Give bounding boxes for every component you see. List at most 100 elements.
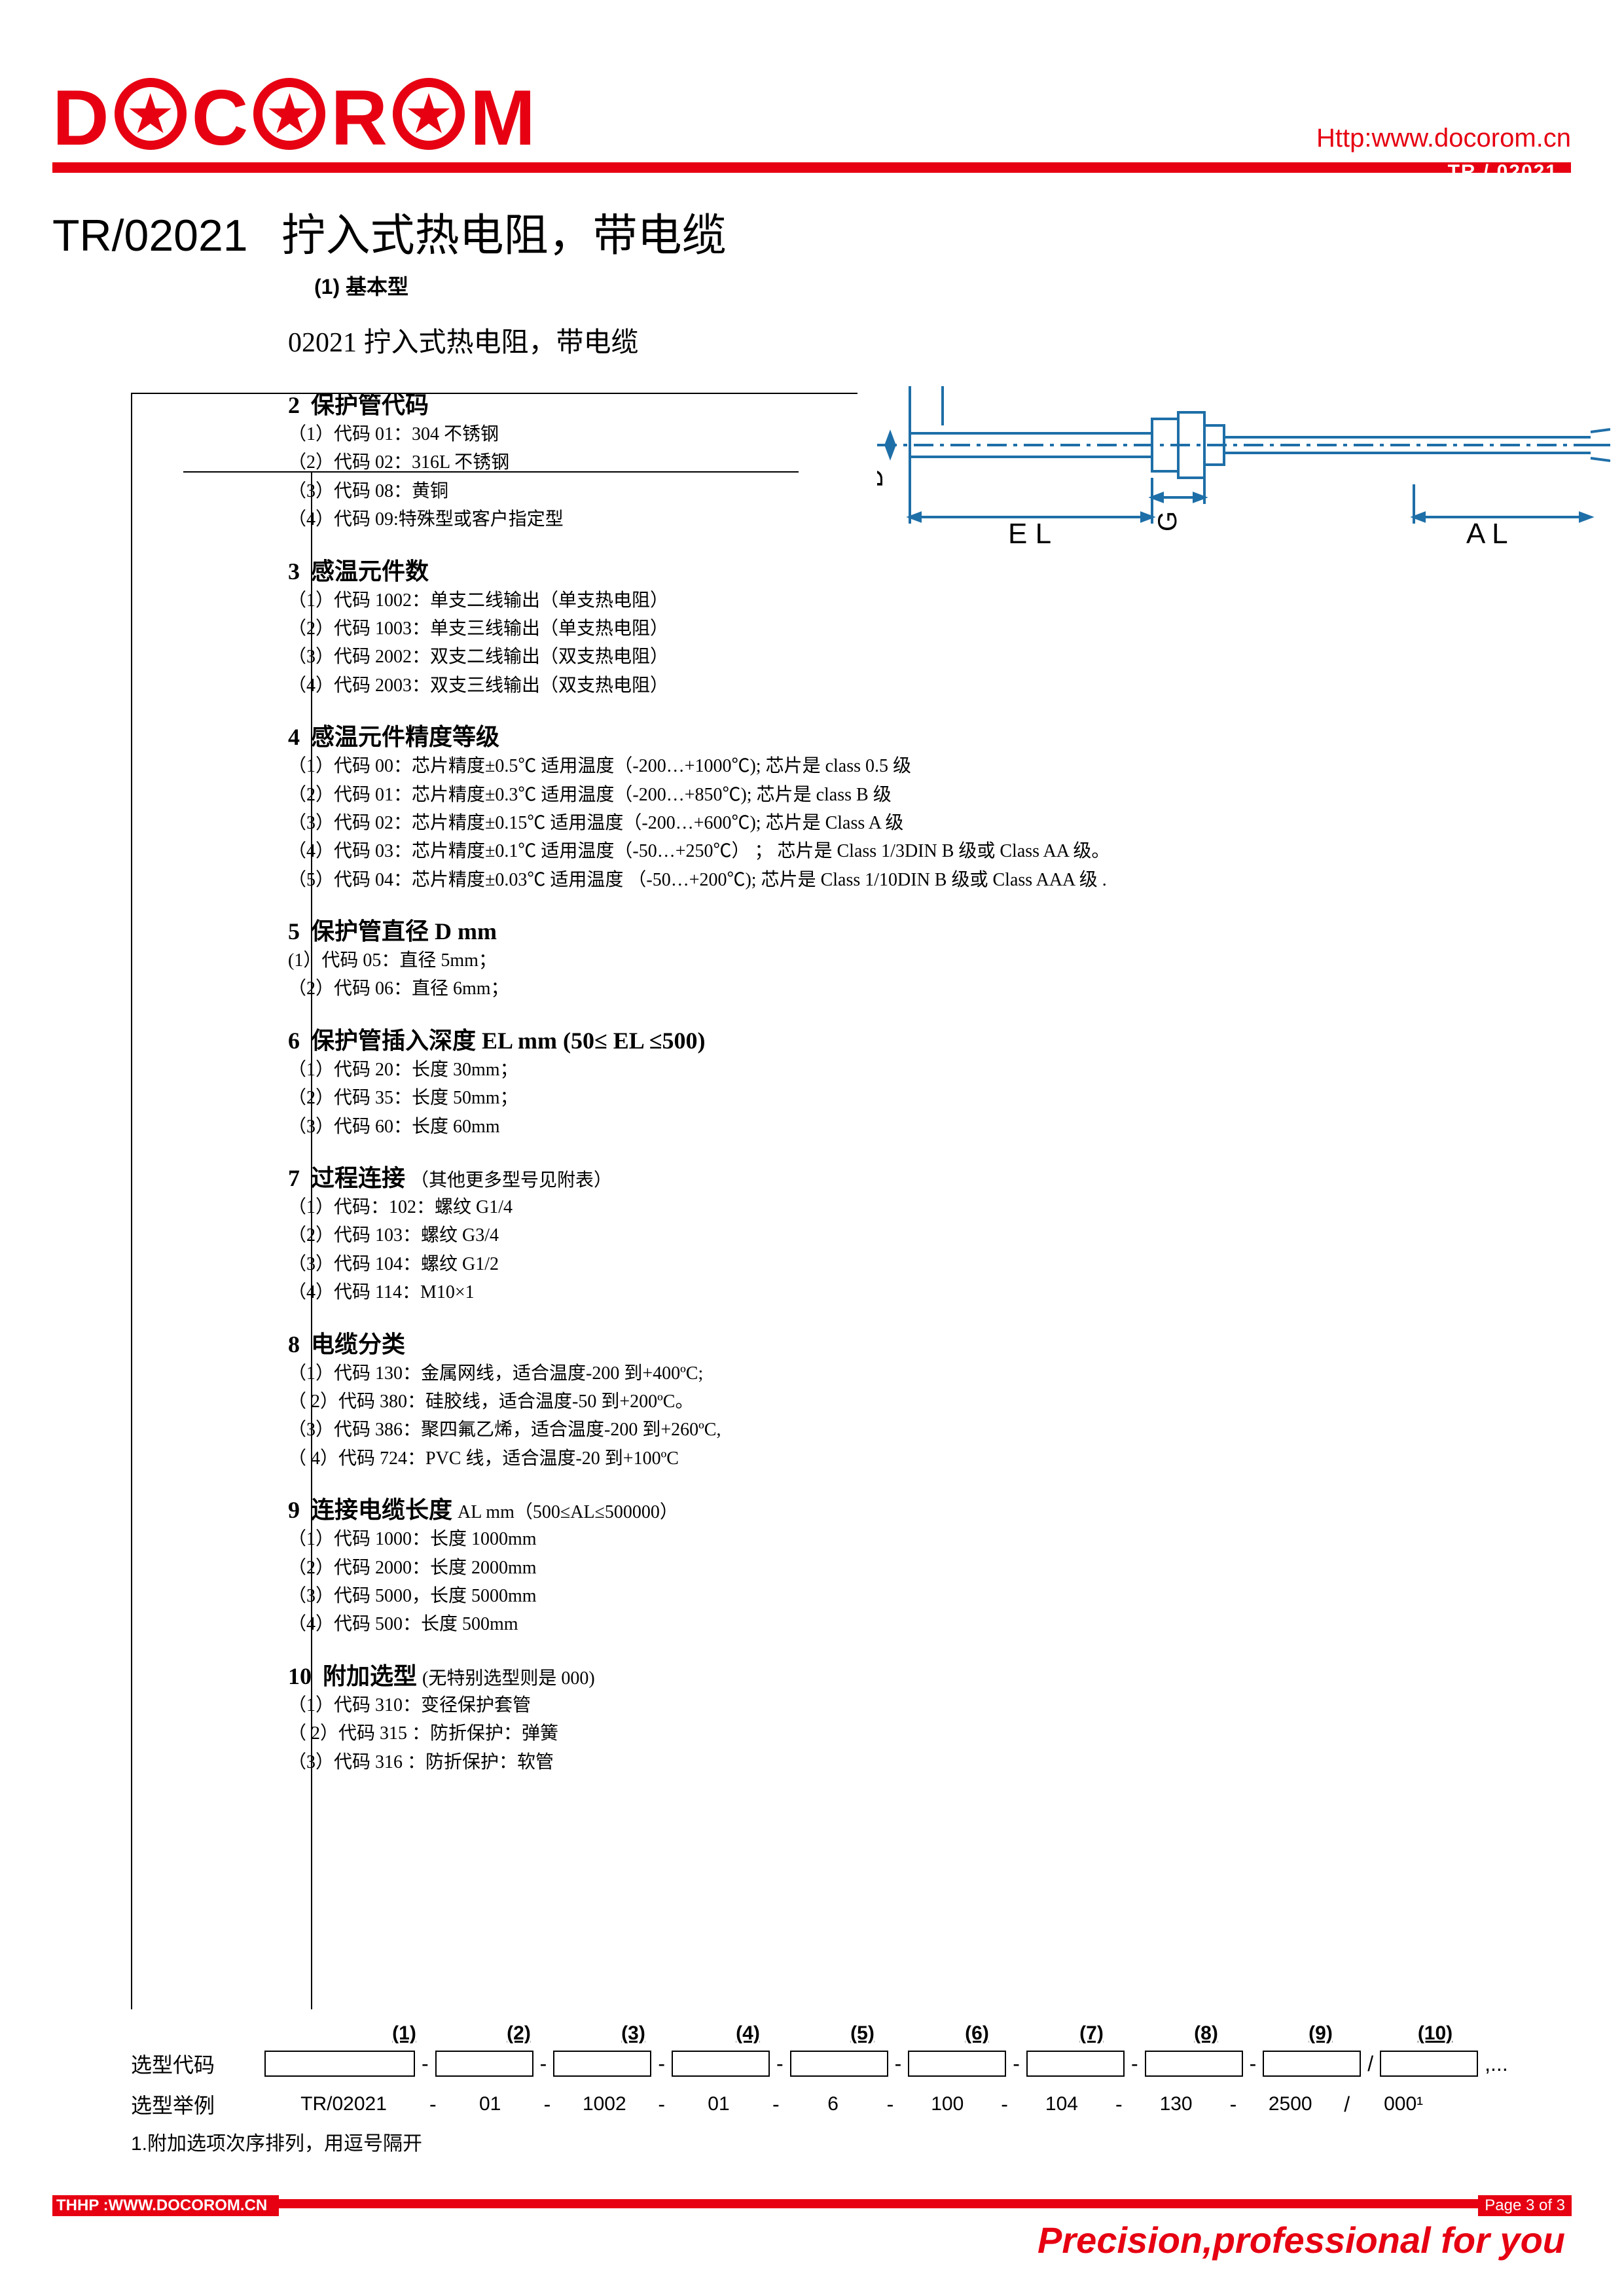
footer-url: THHP :WWW.DOCOROM.CN [52, 2195, 279, 2216]
dim-g-label: G [1153, 511, 1182, 531]
spec-item: （2）代码 01：芯片精度±0.3℃ 适用温度（-200…+850℃); 芯片是… [288, 781, 1499, 809]
logo-letter: R [331, 79, 388, 157]
brand-url[interactable]: Http:www.docorom.cn [1316, 124, 1571, 153]
selection-example-value: 2500 [1240, 2093, 1340, 2115]
separator: - [422, 2052, 429, 2076]
dim-d-label: D [877, 469, 888, 488]
selection-code-box[interactable] [435, 2051, 533, 2077]
separator: - [1001, 2092, 1008, 2117]
selection-column-header: (5) [805, 2022, 920, 2045]
selection-code-box[interactable] [1026, 2051, 1125, 2077]
spec-item: （2）代码 35：长度 50mm； [288, 1084, 956, 1112]
separator: - [658, 2052, 665, 2076]
separator: - [895, 2052, 902, 2076]
tree-line [131, 393, 857, 394]
selection-column-header: (3) [576, 2022, 691, 2045]
spec-item: （1）代码：102：螺纹 G1/4 [288, 1193, 694, 1221]
section-heading: 8 电缆分类 [288, 1325, 956, 1359]
separator: - [429, 2092, 437, 2117]
spec-item: （ 4）代码 724：PVC 线，适合温度-20 到+100ºC [288, 1444, 956, 1473]
separator: - [1013, 2052, 1020, 2076]
spec-item: （ 2）代码 380：硅胶线，适合温度-50 到+200ºC。 [288, 1388, 956, 1416]
spec-item: （1）代码 20：长度 30mm； [288, 1056, 956, 1084]
selection-column-header: (8) [1149, 2022, 1263, 2045]
spec-item: （5）代码 04：芯片精度±0.03℃ 适用温度 （-50…+200℃); 芯片… [288, 866, 1499, 894]
section-6: 6 保护管插入深度 EL mm (50≤ EL ≤500)（1）代码 20：长度… [288, 1022, 956, 1141]
header-rule: TR / 02021 [52, 162, 1571, 173]
separator: - [1131, 2052, 1138, 2076]
section-heading: 10 附加选型(无特别选型则是 000) [288, 1657, 956, 1691]
selection-example-value: 100 [897, 2093, 997, 2115]
main-content: 02021 拧入式热电阻，带电缆 2 保护管代码（1）代码 01：304 不锈钢… [288, 320, 956, 1776]
spec-item: （4）代码 114：M10×1 [288, 1278, 694, 1306]
spec-item: (1）代码 05：直径 5mm； [288, 946, 956, 975]
selection-example-value: 01 [669, 2093, 768, 2115]
brand-logo: D C R M [52, 79, 535, 157]
spec-item: （ 2）代码 315 ：防折保护：弹簧 [288, 1719, 956, 1748]
selection-example-value: TR/02021 [262, 2093, 425, 2115]
separator: - [1250, 2052, 1257, 2076]
spec-item: （3）代码 5000，长度 5000mm [288, 1582, 694, 1610]
spec-item: （2）代码 2000：长度 2000mm [288, 1554, 694, 1582]
footer-rule [52, 2199, 1571, 2208]
spec-item: （3）代码 08：黄铜 [288, 477, 956, 505]
spec-item: （2）代码 1003：单支三线输出（单支热电阻） [288, 615, 956, 643]
product-diagram: D E L G A L [877, 386, 1610, 550]
selection-code-box[interactable] [672, 2051, 770, 2077]
section-8: 8 电缆分类（1）代码 130：金属网线，适合温度-200 到+400ºC;（ … [288, 1325, 956, 1473]
spec-item: （1）代码 1000：长度 1000mm [288, 1525, 694, 1553]
spec-item: （3）代码 2002：双支二线输出（双支热电阻） [288, 643, 956, 671]
separator: - [658, 2092, 665, 2117]
spec-item: （2）代码 103：螺纹 G3/4 [288, 1221, 694, 1249]
footer-page-number: Page 3 of 3 [1478, 2195, 1572, 2216]
section-heading: 2 保护管代码 [288, 386, 956, 420]
spec-item: （3）代码 02：芯片精度±0.15℃ 适用温度（-200…+600℃); 芯片… [288, 809, 1499, 837]
selection-code-box[interactable] [1263, 2051, 1361, 2077]
spec-item: （1）代码 1002：单支二线输出（单支热电阻） [288, 586, 956, 615]
selection-column-header: (9) [1263, 2022, 1378, 2045]
spec-item: （2）代码 02：316L 不锈钢 [288, 448, 956, 476]
spec-item: （4）代码 500：长度 500mm [288, 1610, 694, 1638]
section-9: 9 连接电缆长度AL mm（500≤AL≤500000）（1）代码 1000：长… [288, 1491, 956, 1639]
selection-example-value: 1002 [554, 2093, 654, 2115]
selection-code-box[interactable] [790, 2051, 888, 2077]
tree-line [131, 393, 132, 2009]
separator: - [776, 2052, 784, 2076]
selection-code-box[interactable] [1380, 2051, 1478, 2077]
separator: / [1367, 2052, 1373, 2076]
selection-example-value: 6 [784, 2093, 883, 2115]
selection-example-value: 104 [1012, 2093, 1111, 2115]
section-heading: 5 保护管直径 D mm [288, 912, 956, 946]
separator: - [540, 2052, 547, 2076]
selection-code-box[interactable] [908, 2051, 1006, 2077]
section-2: 2 保护管代码（1）代码 01：304 不锈钢（2）代码 02：316L 不锈钢… [288, 386, 956, 534]
selection-example-row: 选型举例 TR/02021-01-1002-01-6-100-104-130-2… [131, 2089, 1610, 2119]
title-code: TR/02021 [52, 211, 248, 260]
spec-item: （4）代码 09:特殊型或客户指定型 [288, 505, 956, 533]
separator: - [772, 2092, 780, 2117]
selection-example-label: 选型举例 [131, 2089, 262, 2119]
header-row: D C R M Http:www.docorom.cn [52, 79, 1571, 157]
selection-table: (1)(2)(3)(4)(5)(6)(7)(8)(9)(10) 选型代码 ---… [131, 2022, 1610, 2156]
section-heading: 7 过程连接（其他更多型号见附表） [288, 1159, 956, 1193]
spec-item: （2）代码 06：直径 6mm； [288, 975, 956, 1003]
separator: - [1115, 2092, 1123, 2117]
subtitle: 02021 拧入式热电阻，带电缆 [288, 320, 956, 360]
section-10: 10 附加选型(无特别选型则是 000)（1）代码 310：变径保护套管（ 2）… [288, 1657, 956, 1776]
selection-code-row: 选型代码 --------/,... [131, 2049, 1610, 2079]
dim-al-label: A L [1466, 518, 1508, 550]
selection-example-value: 000¹ [1354, 2093, 1453, 2115]
selection-column-header: (2) [461, 2022, 576, 2045]
logo-letter: M [470, 79, 535, 157]
selection-code-label: 选型代码 [131, 2049, 262, 2079]
selection-column-header: (1) [347, 2022, 461, 2045]
star-icon [115, 78, 187, 150]
separator: - [1230, 2092, 1237, 2117]
selection-code-box[interactable] [553, 2051, 651, 2077]
selection-code-box[interactable] [1145, 2051, 1243, 2077]
selection-code-box[interactable] [264, 2051, 415, 2077]
selection-example-value: 130 [1127, 2093, 1226, 2115]
dim-el-label: E L [1008, 518, 1051, 550]
title-text: 拧入式热电阻，带电缆 [281, 211, 727, 260]
separator: / [1344, 2092, 1350, 2117]
